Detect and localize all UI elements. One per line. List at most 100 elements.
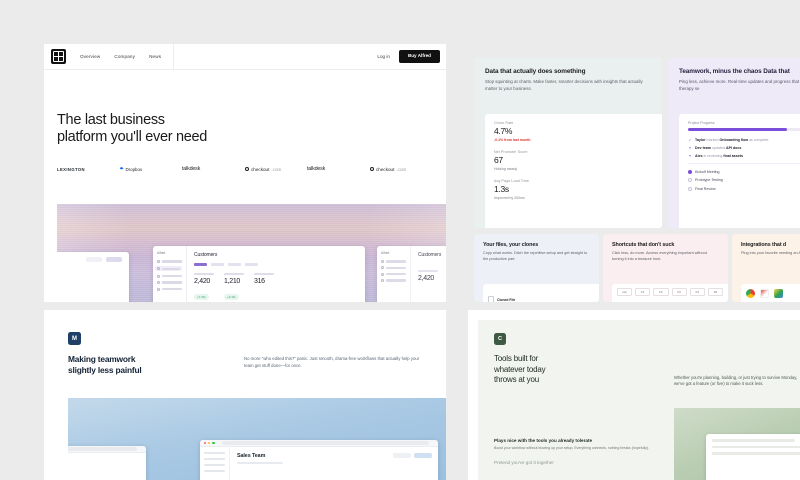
mock-nav-icon xyxy=(381,260,384,263)
key-f3[interactable]: F3 xyxy=(671,288,687,296)
metric-churn-rate: Churn Rate 4.7% -0.1% from last month xyxy=(494,121,531,142)
teamwork-badge: M xyxy=(68,332,81,345)
mock-content: Customers 2,420 +7.4% xyxy=(187,246,365,302)
mock-nav-item-active xyxy=(155,266,182,272)
invite-button[interactable] xyxy=(414,453,432,459)
checkout-circle-icon xyxy=(244,166,249,172)
gmail-icon[interactable] xyxy=(760,289,769,298)
tools-preview-card xyxy=(706,434,800,480)
mock-nav-item xyxy=(157,287,182,291)
keyboard-row: esc F1 F2 F3 F4 F5 xyxy=(612,284,728,302)
mock-tab-active xyxy=(194,263,207,266)
window-content: Sales Team xyxy=(230,447,438,470)
card-files: Your files, your clones Copy what works.… xyxy=(474,234,599,302)
sparkle-icon: ✶ xyxy=(688,153,692,158)
sales-team-window-left xyxy=(68,446,146,480)
checklist-item-final-review[interactable]: Final Review xyxy=(688,186,800,191)
mock-stat-delta: +7.4% xyxy=(194,293,209,300)
mock-stat-value: 2,420 xyxy=(194,277,211,285)
tools-gradient-media xyxy=(674,408,800,480)
mock-tab xyxy=(211,263,224,266)
address-bar[interactable] xyxy=(221,441,429,445)
cloned-file-title: Cloned File xyxy=(497,298,516,302)
hero-panel: Overview Company News Log in Buy Alfred … xyxy=(44,44,446,302)
logo-checkout-1: checkout .com xyxy=(244,166,308,172)
checklist-item-kickoff[interactable]: Kickoff Meeting xyxy=(688,169,800,174)
customer-logo-strip: LEXINGTON Dropbox talkdesk checkout .com … xyxy=(57,166,446,172)
nav-links: Overview Company News xyxy=(80,54,161,59)
mock-sidebar: Alfred xyxy=(153,246,187,302)
card-files-title: Your files, your clones xyxy=(483,242,539,248)
card-integrations-body: Plug into your favorite needing an API d… xyxy=(741,251,800,255)
key-f1[interactable]: F1 xyxy=(635,288,651,296)
hero-title: The last business platform you'll ever n… xyxy=(57,112,446,146)
teamwork-heading: Making teamwork slightly less painful xyxy=(68,354,142,375)
activity-item: ✶ Dev team updated API docs xyxy=(688,145,742,150)
minimize-icon[interactable] xyxy=(208,441,211,445)
maximize-icon[interactable] xyxy=(212,441,215,445)
key-esc[interactable]: esc xyxy=(617,288,633,296)
window-sidebar xyxy=(200,447,230,480)
logo-dropbox: Dropbox xyxy=(119,167,183,172)
invite-link-button[interactable] xyxy=(393,453,411,459)
hero-title-line1: The last business xyxy=(57,112,165,128)
top-navbar: Overview Company News Log in Buy Alfred xyxy=(44,44,446,70)
window-actions xyxy=(393,453,432,459)
progress-bar xyxy=(688,128,800,131)
divider xyxy=(688,162,800,164)
key-f4[interactable]: F4 xyxy=(689,288,705,296)
tools-section-body: Boost your workflow without blowing up y… xyxy=(494,446,650,450)
mock-nav-icon xyxy=(157,267,160,271)
mock-stat: 2,420 xyxy=(418,270,438,282)
tools-badge: C xyxy=(494,333,506,345)
card-teamwork: Teamwork, minus the chaos Data that Ping… xyxy=(668,58,800,228)
card-files-body: Copy what works. Ditch the repetitive se… xyxy=(483,251,588,261)
logo-lexington: LEXINGTON xyxy=(57,166,85,172)
checkbox-icon xyxy=(688,186,692,191)
key-f5[interactable]: F5 xyxy=(707,288,724,296)
grid-logo-icon[interactable] xyxy=(51,49,66,64)
login-link[interactable]: Log in xyxy=(377,54,390,59)
mock-toolbar-left xyxy=(57,252,129,262)
activity-item: ✶ Alex is reviewing final assets xyxy=(688,153,743,158)
key-f2[interactable]: F2 xyxy=(653,288,669,296)
mock-stat: 316 xyxy=(57,276,122,288)
card-teamwork-title: Teamwork, minus the chaos Data that xyxy=(679,68,790,75)
mock-brand: Alfred xyxy=(157,251,166,255)
nav-link-company[interactable]: Company xyxy=(114,54,136,59)
mock-tab xyxy=(228,263,241,266)
tools-heading: Tools built for whatever today throws at… xyxy=(494,354,546,385)
card-shortcuts-body: Click less, do more. Access everything i… xyxy=(612,251,707,261)
card-integrations: Integrations that d Plug into your favor… xyxy=(732,234,800,302)
buy-alfred-button[interactable]: Buy Alfred xyxy=(398,50,440,63)
hero-content: The last business platform you'll ever n… xyxy=(44,70,446,172)
project-progress-widget: Project Progress ✓ Taylor marked Onboard… xyxy=(679,114,800,228)
address-bar[interactable] xyxy=(68,447,137,451)
mock-sidebar-right: Alfred xyxy=(377,246,411,302)
mock-stat-value: 1,210 xyxy=(224,277,241,285)
app-preview-center: Alfred Customers xyxy=(153,246,365,302)
close-icon[interactable] xyxy=(204,441,207,445)
progress-label: Project Progress xyxy=(688,121,715,125)
checklist-item-prototype[interactable]: Prototype Testing xyxy=(688,178,800,183)
tools-body: Whether you're planning, building, or ju… xyxy=(674,375,798,387)
card-shortcuts-title: Shortcuts that don't suck xyxy=(612,242,675,248)
tools-body-wrap: Whether you're planning, building, or ju… xyxy=(674,375,800,388)
dropbox-icon xyxy=(119,167,124,170)
sales-team-window-center: Sales Team xyxy=(200,440,438,480)
logo-talkdesk-2: talkdesk xyxy=(307,166,326,172)
teamwork-gradient-media: Sales Team xyxy=(68,398,446,480)
logo-talkdesk-1: talkdesk xyxy=(182,166,201,172)
mock-nav-icon xyxy=(157,260,160,263)
window-heading: Sales Team xyxy=(237,453,266,459)
nav-link-overview[interactable]: Overview xyxy=(80,54,101,59)
nav-link-news[interactable]: News xyxy=(149,54,162,59)
drive-icon[interactable] xyxy=(774,289,783,298)
mock-stat-customers: 2,420 +7.4% xyxy=(194,272,214,302)
mock-nav-icon xyxy=(157,274,160,278)
chrome-icon[interactable] xyxy=(746,289,755,298)
mock-nav-icon xyxy=(381,266,384,270)
app-preview-left: 316 xyxy=(57,252,129,302)
mock-stat-value: 316 xyxy=(254,277,265,285)
card-integrations-title: Integrations that d xyxy=(741,242,787,248)
